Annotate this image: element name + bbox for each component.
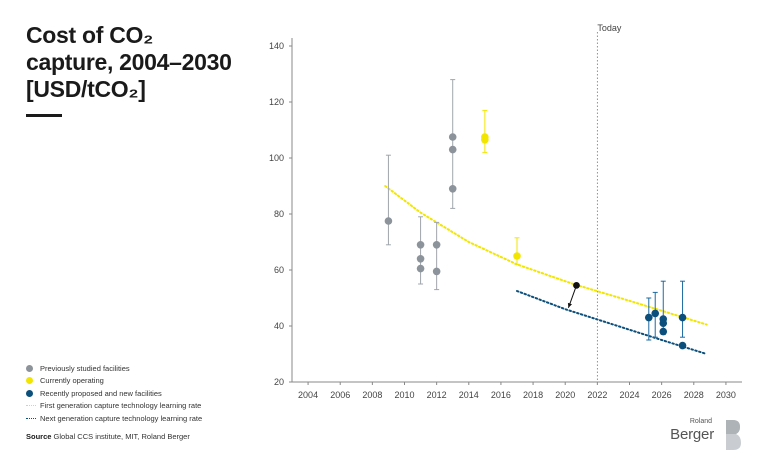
legend-item-previous: Previously studied facilities <box>26 362 202 375</box>
y-tick-label: 80 <box>274 209 284 219</box>
next-gen-trend-line <box>516 290 708 355</box>
x-tick-label: 2030 <box>716 390 736 400</box>
legend-label: Currently operating <box>40 376 104 386</box>
x-tick-label: 2024 <box>619 390 639 400</box>
transition-arrow-head <box>567 302 572 308</box>
y-tick-label: 60 <box>274 265 284 275</box>
data-point-previous <box>384 217 393 225</box>
legend-blue-dot-icon <box>26 389 33 397</box>
data-point-previous <box>416 254 425 263</box>
legend-label: First generation capture technology lear… <box>40 401 202 411</box>
x-tick-label: 2028 <box>684 390 704 400</box>
x-tick-label: 2022 <box>587 390 607 400</box>
source-note: Source Global CCS institute, MIT, Roland… <box>26 432 190 441</box>
legend-item-proposed: Recently proposed and new facilities <box>26 387 202 400</box>
x-tick-label: 2016 <box>491 390 511 400</box>
data-point-proposed <box>659 327 668 336</box>
data-point-previous <box>432 267 441 276</box>
y-tick-label: 40 <box>274 321 284 331</box>
legend-item-operating: Currently operating <box>26 375 202 388</box>
data-point-operating <box>481 133 489 141</box>
first-gen-trend-line <box>384 185 708 326</box>
y-tick-label: 20 <box>274 377 284 387</box>
legend-item-first-gen: First generation capture technology lear… <box>26 400 202 413</box>
data-point-operating <box>513 252 521 260</box>
chart-legend: Previously studied facilities Currently … <box>26 362 202 425</box>
data-point-proposed <box>644 313 653 322</box>
legend-yellow-dotted-line-icon <box>26 405 36 407</box>
data-point-proposed <box>651 309 660 318</box>
data-point-previous <box>432 241 441 249</box>
y-tick-label: 120 <box>269 97 284 107</box>
brand-small-text: Roland <box>689 418 712 425</box>
data-point-previous <box>416 241 425 249</box>
x-tick-label: 2018 <box>523 390 543 400</box>
data-point-previous <box>416 264 425 273</box>
legend-yellow-dot-icon <box>26 377 33 385</box>
x-tick-label: 2020 <box>555 390 575 400</box>
data-point-previous <box>448 185 457 193</box>
transition-point <box>573 282 580 289</box>
data-point-proposed <box>678 313 687 322</box>
y-tick-label: 100 <box>269 153 284 163</box>
y-tick-label: 140 <box>269 41 284 51</box>
x-tick-label: 2004 <box>298 390 318 400</box>
legend-blue-dotted-line-icon <box>26 417 36 419</box>
x-tick-label: 2012 <box>427 390 447 400</box>
source-text: Global CCS institute, MIT, Roland Berger <box>53 432 190 441</box>
today-label: Today <box>597 23 622 33</box>
roland-berger-logo-icon <box>726 420 741 450</box>
legend-item-next-gen: Next generation capture technology learn… <box>26 412 202 425</box>
x-tick-label: 2026 <box>652 390 672 400</box>
x-tick-label: 2008 <box>362 390 382 400</box>
title-underline <box>26 114 62 117</box>
brand-big-text: Berger <box>670 426 714 443</box>
x-tick-label: 2010 <box>394 390 414 400</box>
x-tick-label: 2006 <box>330 390 350 400</box>
data-point-proposed <box>659 319 668 328</box>
source-label: Source <box>26 432 52 441</box>
legend-label: Recently proposed and new facilities <box>40 388 162 398</box>
brand-logo: Roland Berger <box>662 418 742 452</box>
data-point-previous <box>448 145 457 154</box>
chart-title: Cost of CO₂ capture, 2004–2030 [USD/tCO₂… <box>26 22 232 102</box>
legend-label: Next generation capture technology learn… <box>40 413 203 423</box>
data-point-previous <box>448 133 457 141</box>
x-tick-label: 2014 <box>459 390 479 400</box>
legend-grey-dot-icon <box>26 364 33 372</box>
legend-label: Previously studied facilities <box>40 363 130 373</box>
data-point-proposed <box>678 341 687 350</box>
